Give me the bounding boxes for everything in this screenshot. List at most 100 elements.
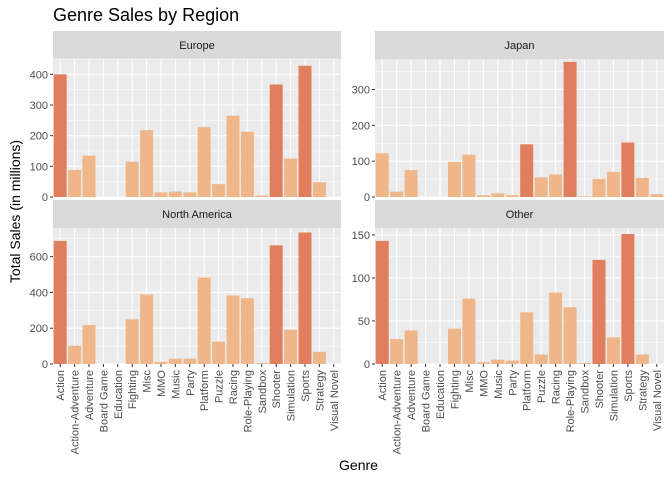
bar-japan-platform bbox=[520, 144, 534, 197]
x-tick-label: Simulation bbox=[286, 370, 298, 421]
facet-label-europe: Europe bbox=[179, 40, 214, 52]
bar-other-sandbox bbox=[578, 363, 592, 364]
x-tick-label: Action-Adventure bbox=[70, 370, 82, 454]
bar-other-music bbox=[491, 359, 505, 364]
bar-other-adventure bbox=[404, 330, 418, 364]
facet-strip-japan bbox=[375, 31, 664, 59]
bar-other-sports bbox=[621, 234, 635, 364]
x-tick-label: Strategy bbox=[314, 370, 326, 411]
x-tick-label: Platform bbox=[522, 370, 534, 411]
x-tick-label: Puzzle bbox=[536, 370, 548, 403]
x-tick-label: Sandbox bbox=[257, 370, 269, 414]
y-tick-label: 100 bbox=[352, 273, 370, 285]
x-tick-label: Misc bbox=[142, 370, 154, 393]
bar-japan-racing bbox=[549, 174, 563, 197]
bar-other-fighting bbox=[447, 328, 461, 364]
bar-north-america-role-playing bbox=[240, 298, 254, 364]
bar-japan-strategy bbox=[635, 178, 649, 197]
y-tick-label: 100 bbox=[30, 161, 48, 173]
bar-north-america-sports bbox=[298, 232, 312, 364]
x-tick-label: Sports bbox=[623, 370, 635, 402]
x-tick-label: Visual Novel bbox=[652, 370, 664, 431]
bar-north-america-sandbox bbox=[255, 363, 269, 364]
bar-europe-shooter bbox=[269, 84, 283, 197]
y-tick-label: 0 bbox=[364, 192, 370, 204]
bar-europe-sports bbox=[298, 65, 312, 197]
bar-other-racing bbox=[549, 292, 563, 364]
bar-japan-fighting bbox=[447, 161, 461, 197]
x-axis-title: Genre bbox=[339, 457, 378, 473]
y-tick-label: 50 bbox=[358, 316, 370, 328]
x-tick-label: Action bbox=[55, 370, 67, 401]
x-tick-label: Platform bbox=[199, 370, 211, 411]
bar-japan-role-playing bbox=[563, 61, 577, 198]
bar-north-america-action-adventure bbox=[68, 345, 82, 364]
bar-other-action-adventure bbox=[390, 339, 404, 364]
x-tick-label: Action bbox=[377, 370, 389, 401]
bar-north-america-misc bbox=[140, 294, 154, 364]
bar-europe-fighting bbox=[125, 161, 139, 197]
bar-north-america-simulation bbox=[284, 329, 298, 364]
bar-japan-sandbox bbox=[578, 196, 592, 197]
x-tick-label: MMO bbox=[156, 370, 168, 397]
bar-north-america-puzzle bbox=[212, 341, 226, 364]
bar-japan-music bbox=[491, 193, 505, 197]
bar-europe-sandbox bbox=[255, 195, 269, 197]
x-tick-label: Adventure bbox=[84, 370, 96, 420]
bar-other-strategy bbox=[635, 354, 649, 364]
x-tick-label: Music bbox=[170, 370, 182, 399]
bar-other-misc bbox=[462, 298, 476, 364]
bar-europe-party bbox=[183, 192, 197, 197]
x-tick-label: Action-Adventure bbox=[392, 370, 404, 454]
x-tick-label: Strategy bbox=[637, 370, 649, 411]
bar-japan-simulation bbox=[606, 171, 620, 197]
y-tick-label: 400 bbox=[30, 287, 48, 299]
bar-other-party bbox=[505, 360, 519, 364]
panel-bg-japan bbox=[375, 59, 664, 197]
x-tick-label: Fighting bbox=[127, 370, 139, 409]
y-tick-label: 150 bbox=[352, 230, 370, 242]
bar-europe-misc bbox=[140, 130, 154, 197]
x-tick-label: Board Game bbox=[421, 370, 433, 432]
facet-strip-other bbox=[375, 200, 664, 228]
bar-north-america-adventure bbox=[82, 324, 96, 364]
x-tick-label: Simulation bbox=[608, 370, 620, 421]
y-tick-label: 200 bbox=[352, 120, 370, 132]
bar-north-america-strategy bbox=[312, 351, 326, 364]
bar-other-mmo bbox=[476, 362, 490, 364]
bar-europe-platform bbox=[197, 127, 211, 197]
bar-other-puzzle bbox=[534, 354, 548, 364]
y-tick-label: 100 bbox=[352, 156, 370, 168]
bar-europe-adventure bbox=[82, 155, 96, 197]
bar-north-america-platform bbox=[197, 277, 211, 364]
x-tick-label: Fighting bbox=[449, 370, 461, 409]
y-tick-label: 300 bbox=[352, 84, 370, 96]
y-tick-label: 0 bbox=[364, 359, 370, 371]
x-tick-label: Role-Playing bbox=[242, 370, 254, 432]
bar-north-america-music bbox=[168, 358, 182, 364]
bar-north-america-racing bbox=[226, 295, 240, 364]
bar-other-shooter bbox=[592, 259, 606, 364]
x-tick-label: Puzzle bbox=[214, 370, 226, 403]
chart-title: Genre Sales by Region bbox=[53, 5, 240, 25]
y-tick-label: 200 bbox=[30, 131, 48, 143]
x-tick-label: Racing bbox=[228, 370, 240, 404]
bar-other-simulation bbox=[606, 337, 620, 364]
x-tick-label: Adventure bbox=[406, 370, 418, 420]
x-tick-label: Music bbox=[493, 370, 505, 399]
bar-japan-puzzle bbox=[534, 177, 548, 197]
panel-bg-europe bbox=[53, 59, 341, 197]
bar-japan-action-adventure bbox=[390, 191, 404, 197]
x-tick-label: Party bbox=[507, 370, 519, 396]
x-tick-label: Shooter bbox=[594, 370, 606, 409]
x-tick-label: Role-Playing bbox=[565, 370, 577, 432]
y-tick-label: 0 bbox=[42, 192, 48, 204]
bar-other-role-playing bbox=[563, 307, 577, 364]
facet-strip-north-america bbox=[53, 200, 341, 228]
bar-japan-party bbox=[505, 195, 519, 197]
x-tick-label: Sports bbox=[300, 370, 312, 402]
x-tick-label: Education bbox=[435, 370, 447, 419]
facet-strip-europe bbox=[53, 31, 341, 59]
bar-japan-shooter bbox=[592, 179, 606, 197]
